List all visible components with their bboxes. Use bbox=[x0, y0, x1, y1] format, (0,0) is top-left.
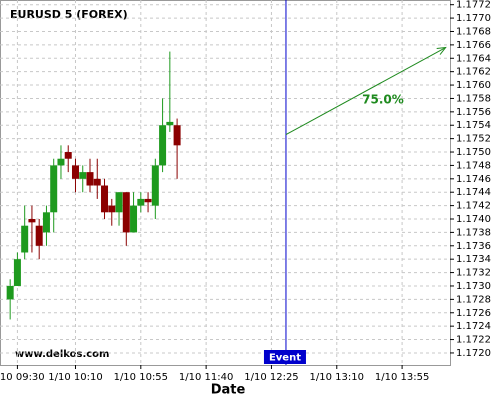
x-tick-label: 1/10 09:30 bbox=[0, 372, 45, 383]
candle-body bbox=[108, 205, 116, 213]
x-tick-label: 1/10 10:10 bbox=[48, 372, 102, 383]
candle-body bbox=[151, 165, 159, 206]
y-tick-label: 1.1740 bbox=[456, 214, 491, 225]
y-tick-label: 1.1744 bbox=[456, 187, 491, 198]
x-tick-label: 1/10 12:25 bbox=[244, 372, 298, 383]
candle-body bbox=[50, 165, 58, 213]
candle-body bbox=[57, 158, 65, 166]
y-tick-label: 1.1734 bbox=[456, 254, 491, 265]
y-tick-label: 1.1730 bbox=[456, 281, 491, 292]
projection-label: 75.0% bbox=[362, 93, 404, 107]
candle-body bbox=[13, 259, 21, 286]
candle-body bbox=[86, 172, 94, 186]
candle-body bbox=[79, 172, 87, 179]
x-axis-label: Date bbox=[211, 383, 246, 398]
x-tick-label: 1/10 11:40 bbox=[179, 372, 233, 383]
y-tick-label: 1.1764 bbox=[456, 53, 491, 64]
y-tick-label: 1.1720 bbox=[456, 348, 491, 359]
y-tick-label: 1.1728 bbox=[456, 294, 491, 305]
y-tick-label: 1.1750 bbox=[456, 147, 491, 158]
y-tick-label: 1.1722 bbox=[456, 335, 491, 346]
y-tick-label: 1.1736 bbox=[456, 241, 491, 252]
y-tick-label: 1.1754 bbox=[456, 120, 491, 131]
y-tick-label: 1.1752 bbox=[456, 134, 491, 145]
candle-body bbox=[130, 205, 138, 233]
y-tick-label: 1.1768 bbox=[456, 26, 491, 37]
plot-area bbox=[0, 0, 451, 366]
x-tick-label: 1/10 13:55 bbox=[375, 372, 429, 383]
candle-body bbox=[28, 219, 36, 223]
y-tick-label: 1.1758 bbox=[456, 93, 491, 104]
y-tick-label: 1.1724 bbox=[456, 321, 491, 332]
y-tick-label: 1.1766 bbox=[456, 40, 491, 51]
y-tick-label: 1.1770 bbox=[456, 13, 491, 24]
candle-body bbox=[64, 152, 72, 159]
arrow-head bbox=[436, 46, 447, 55]
candle-body bbox=[122, 192, 130, 233]
chart-title: EURUSD 5 (FOREX) bbox=[10, 8, 128, 21]
y-tick-label: 1.1742 bbox=[456, 201, 491, 212]
candle-body bbox=[137, 198, 145, 206]
candle-body bbox=[173, 125, 181, 146]
candle-body bbox=[159, 125, 167, 166]
y-tick-label: 1.1760 bbox=[456, 80, 491, 91]
event-label: Event bbox=[269, 353, 301, 364]
candle-body bbox=[101, 185, 109, 213]
y-tick-label: 1.1726 bbox=[456, 308, 491, 319]
y-tick-label: 1.1732 bbox=[456, 268, 491, 279]
candle-body bbox=[93, 178, 101, 186]
candle-body bbox=[144, 198, 152, 203]
y-tick-label: 1.1772 bbox=[456, 0, 491, 11]
candle-body bbox=[166, 121, 174, 126]
candle-body bbox=[115, 192, 123, 213]
candle-body bbox=[42, 212, 50, 233]
y-tick-label: 1.1746 bbox=[456, 174, 491, 185]
candle-body bbox=[21, 225, 29, 253]
y-tick-label: 1.1756 bbox=[456, 107, 491, 118]
y-tick-label: 1.1762 bbox=[456, 67, 491, 78]
projection-arrow bbox=[285, 47, 446, 136]
event-box bbox=[263, 350, 306, 364]
candle-body bbox=[6, 285, 14, 300]
candle-body bbox=[35, 225, 43, 246]
x-tick-label: 1/10 13:10 bbox=[310, 372, 364, 383]
candle-body bbox=[71, 165, 79, 179]
y-tick-label: 1.1738 bbox=[456, 227, 491, 238]
watermark: www.delkos.com bbox=[15, 349, 109, 360]
x-tick-label: 1/10 10:55 bbox=[114, 372, 168, 383]
y-tick-label: 1.1748 bbox=[456, 160, 491, 171]
